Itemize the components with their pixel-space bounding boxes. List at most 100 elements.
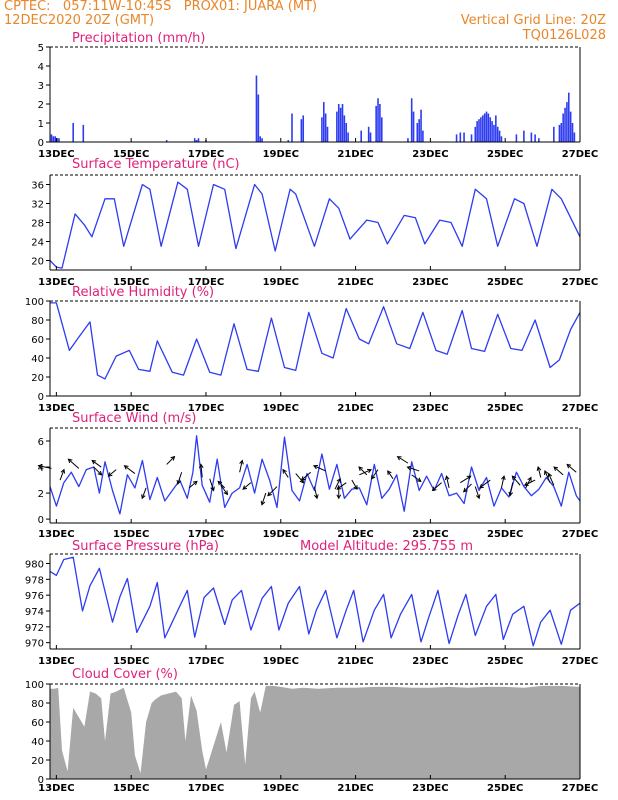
series-line (49, 435, 581, 515)
x-tick-label: 27DEC (562, 149, 598, 160)
precip-bar (197, 138, 200, 142)
precip-bar (195, 140, 198, 142)
wind-arrow (462, 483, 472, 493)
x-tick-label: 23DEC (412, 277, 448, 288)
wind-arrow (536, 466, 542, 478)
precip-bar (339, 107, 342, 142)
precip-bar (459, 132, 462, 142)
wind-arrow (525, 476, 532, 489)
x-tick-label: 17DEC (188, 149, 224, 160)
x-tick-label: 15DEC (113, 783, 149, 794)
wind-arrow (511, 475, 521, 486)
wind-arrow (566, 463, 577, 473)
precip-bar (259, 136, 262, 142)
precip-bar (302, 115, 305, 142)
series-line (49, 181, 581, 269)
wind-arrow (523, 479, 536, 486)
precip-bar (291, 113, 293, 142)
y-tick-label: 40 (31, 354, 44, 365)
x-tick-label: 17DEC (188, 403, 224, 414)
x-tick-label: 17DEC (188, 529, 224, 540)
y-tick-label: 2 (38, 100, 44, 111)
wind-arrow (260, 492, 267, 506)
x-tick-label: 25DEC (487, 656, 523, 667)
panel-title: Surface Wind (m/s) (72, 411, 196, 426)
y-tick-label: 4 (38, 62, 44, 73)
x-tick-label: 13DEC (38, 277, 74, 288)
precip-bar (523, 130, 525, 142)
precip-bar (56, 138, 58, 142)
y-tick-label: 3 (38, 81, 44, 92)
cloud-area (50, 685, 580, 779)
precip-bar (491, 121, 493, 142)
panel-0: Precipitation (mm/h) 0 1 2 3 4 5 13DEC 15DEC 17DE… (38, 31, 599, 160)
wind-arrow (239, 459, 244, 473)
y-tick-label: 6 (38, 437, 44, 448)
precip-bar (420, 109, 422, 142)
precip-bar (326, 126, 329, 142)
x-tick-label: 23DEC (412, 656, 448, 667)
wind-arrow (198, 463, 204, 478)
x-tick-label: 27DEC (562, 277, 598, 288)
x-tick-label: 23DEC (412, 783, 448, 794)
header-line2-right: TQ0126L028 (522, 28, 606, 43)
y-tick-label: 60 (31, 335, 44, 346)
wind-arrow (553, 466, 564, 476)
precip-bar (407, 138, 409, 142)
wind-arrow (220, 484, 229, 496)
y-tick-label: 24 (31, 238, 44, 249)
y-tick-label: 5 (38, 43, 44, 54)
precip-bar (485, 111, 488, 142)
precip-bar (571, 123, 574, 142)
precip-bar (495, 115, 497, 142)
y-tick-label: 4 (38, 463, 44, 474)
x-tick-label: 17DEC (188, 783, 224, 794)
precip-bar (534, 134, 536, 142)
precip-bar (336, 111, 338, 142)
precip-bar (410, 98, 413, 142)
panel-title: Precipitation (mm/h) (72, 31, 205, 46)
precip-bar (538, 138, 540, 142)
x-tick-label: 15DEC (113, 149, 149, 160)
panel-4: Surface Pressure (hPa) Model Altitude: 29… (25, 539, 598, 667)
y-tick-label: 100 (25, 297, 44, 308)
precip-bar (470, 134, 473, 142)
wind-arrow (431, 482, 442, 492)
x-tick-label: 19DEC (263, 403, 299, 414)
panel-1: Surface Temperature (nC) 20 24 28 32 36 13DEC 1… (31, 157, 598, 288)
precip-bar (560, 123, 563, 142)
wind-arrow (123, 465, 136, 474)
y-tick-label: 28 (31, 219, 44, 230)
precip-bar (558, 124, 561, 142)
wind-arrow (411, 474, 422, 482)
wind-arrow (282, 468, 289, 478)
precip-bar (573, 132, 576, 142)
series-line (49, 556, 581, 647)
y-tick-label: 0 (38, 392, 44, 403)
precip-bar (530, 132, 533, 142)
wind-arrow (444, 475, 450, 488)
x-tick-label: 21DEC (337, 403, 373, 414)
precip-bar (52, 136, 55, 142)
x-tick-label: 17DEC (188, 656, 224, 667)
y-tick-label: 1 (38, 119, 44, 130)
precip-bar (255, 75, 258, 142)
precip-bar (481, 115, 484, 142)
precip-bar (483, 113, 486, 142)
wind-arrow (91, 459, 102, 468)
precip-bar (566, 102, 568, 142)
precip-bar (416, 123, 419, 142)
wind-arrow (313, 486, 319, 500)
y-tick-label: 40 (31, 737, 44, 748)
precip-bar (54, 136, 57, 142)
x-tick-label: 17DEC (188, 277, 224, 288)
wind-arrow (37, 464, 52, 469)
x-tick-label: 25DEC (487, 403, 523, 414)
y-tick-label: 0 (38, 138, 44, 149)
wind-arrow (300, 471, 312, 481)
x-tick-label: 27DEC (562, 783, 598, 794)
precip-bar (322, 102, 325, 142)
precip-bar (500, 136, 503, 142)
y-tick-label: 20 (31, 373, 44, 384)
